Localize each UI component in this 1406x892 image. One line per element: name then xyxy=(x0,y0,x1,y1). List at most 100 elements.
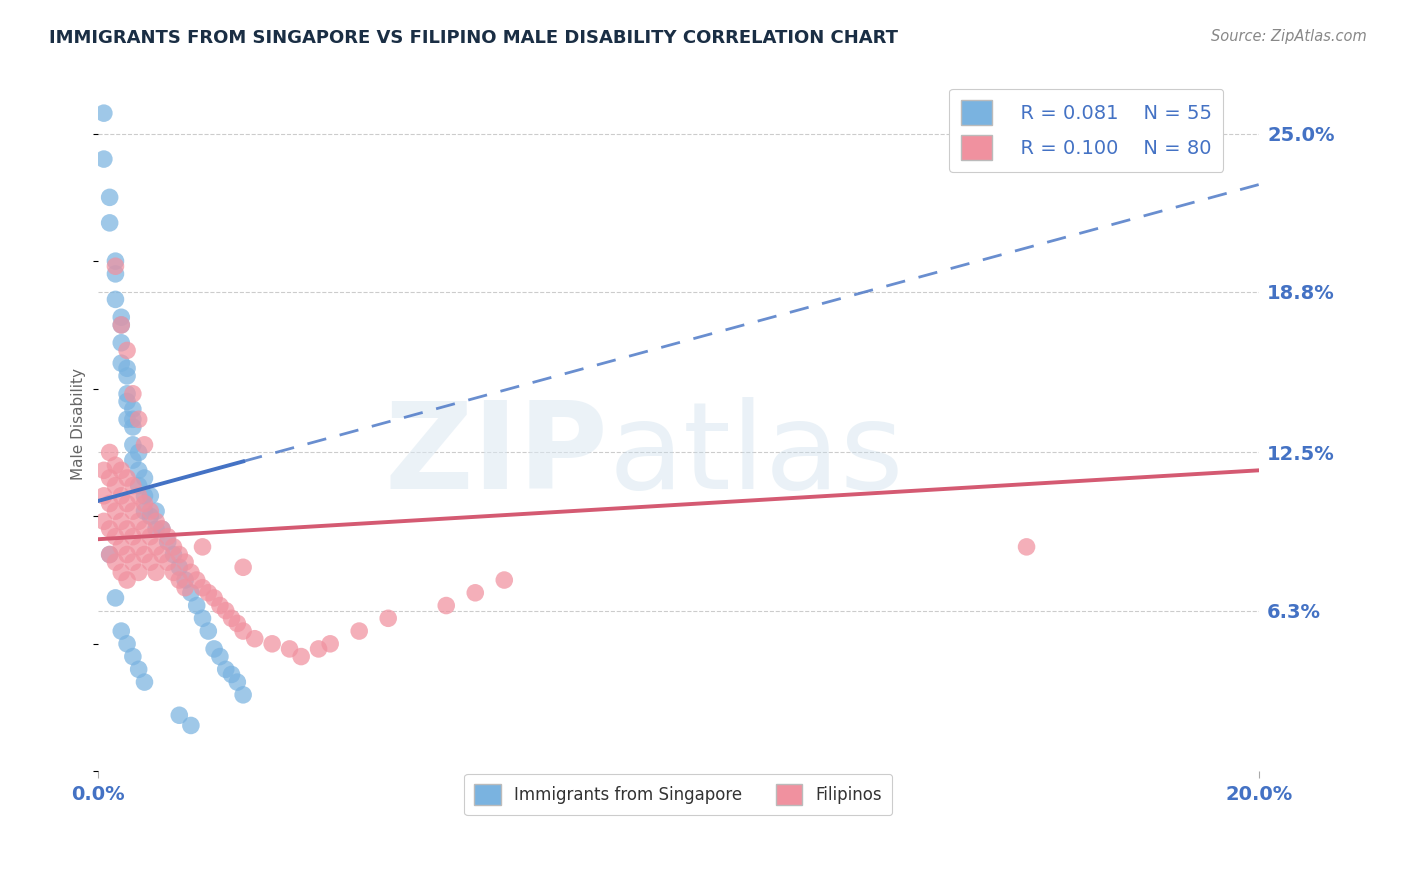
Point xyxy=(191,540,214,554)
Point xyxy=(93,106,115,120)
Point xyxy=(180,718,202,732)
Point xyxy=(93,489,115,503)
Point xyxy=(110,566,132,580)
Point xyxy=(319,637,342,651)
Point xyxy=(202,591,225,605)
Point xyxy=(128,412,150,426)
Point xyxy=(150,522,173,536)
Point xyxy=(104,478,127,492)
Point xyxy=(186,573,208,587)
Point xyxy=(139,509,162,524)
Point xyxy=(134,471,156,485)
Point xyxy=(174,573,197,587)
Point xyxy=(122,555,145,569)
Point xyxy=(174,581,197,595)
Point xyxy=(115,548,138,562)
Point xyxy=(494,573,516,587)
Point xyxy=(186,599,208,613)
Text: IMMIGRANTS FROM SINGAPORE VS FILIPINO MALE DISABILITY CORRELATION CHART: IMMIGRANTS FROM SINGAPORE VS FILIPINO MA… xyxy=(49,29,898,46)
Point xyxy=(98,496,121,510)
Point xyxy=(93,463,115,477)
Point xyxy=(115,361,138,376)
Point xyxy=(110,310,132,325)
Point xyxy=(104,555,127,569)
Point xyxy=(208,599,231,613)
Point xyxy=(122,412,145,426)
Point xyxy=(104,293,127,307)
Point xyxy=(128,445,150,459)
Point xyxy=(128,514,150,528)
Point xyxy=(104,530,127,544)
Point xyxy=(134,675,156,690)
Point xyxy=(134,489,156,503)
Point xyxy=(156,530,179,544)
Point xyxy=(162,548,184,562)
Point xyxy=(98,548,121,562)
Point xyxy=(347,624,370,638)
Point xyxy=(98,471,121,485)
Point xyxy=(104,458,127,473)
Point xyxy=(169,708,191,723)
Point xyxy=(122,402,145,417)
Point xyxy=(115,386,138,401)
Point xyxy=(150,548,173,562)
Point xyxy=(145,514,167,528)
Point xyxy=(115,412,138,426)
Point xyxy=(278,641,301,656)
Point xyxy=(162,540,184,554)
Point xyxy=(110,514,132,528)
Point xyxy=(115,637,138,651)
Point xyxy=(98,190,121,204)
Point xyxy=(128,463,150,477)
Point xyxy=(215,662,238,676)
Point xyxy=(115,573,138,587)
Text: Source: ZipAtlas.com: Source: ZipAtlas.com xyxy=(1211,29,1367,44)
Point xyxy=(145,522,167,536)
Point xyxy=(464,586,486,600)
Point xyxy=(110,540,132,554)
Point xyxy=(122,530,145,544)
Point xyxy=(122,386,145,401)
Point xyxy=(110,489,132,503)
Point xyxy=(115,368,138,383)
Point xyxy=(226,616,249,631)
Point xyxy=(122,453,145,467)
Point xyxy=(139,530,162,544)
Point xyxy=(139,555,162,569)
Point xyxy=(191,581,214,595)
Point xyxy=(208,649,231,664)
Point xyxy=(110,624,132,638)
Point xyxy=(197,586,219,600)
Point xyxy=(221,611,243,625)
Point xyxy=(115,471,138,485)
Point xyxy=(191,611,214,625)
Point xyxy=(145,566,167,580)
Point xyxy=(290,649,312,664)
Point xyxy=(104,504,127,518)
Point xyxy=(128,478,150,492)
Point xyxy=(180,586,202,600)
Point xyxy=(139,504,162,518)
Point xyxy=(232,688,254,702)
Point xyxy=(134,522,156,536)
Point xyxy=(202,641,225,656)
Point xyxy=(115,343,138,358)
Point xyxy=(128,540,150,554)
Point xyxy=(110,463,132,477)
Point xyxy=(134,438,156,452)
Point xyxy=(104,591,127,605)
Point xyxy=(98,522,121,536)
Point xyxy=(169,548,191,562)
Point xyxy=(98,548,121,562)
Point xyxy=(197,624,219,638)
Point xyxy=(221,667,243,681)
Point xyxy=(145,504,167,518)
Point xyxy=(122,420,145,434)
Point xyxy=(139,489,162,503)
Point xyxy=(162,566,184,580)
Point xyxy=(122,438,145,452)
Text: ZIP: ZIP xyxy=(385,397,609,514)
Point xyxy=(115,522,138,536)
Point xyxy=(93,514,115,528)
Point xyxy=(434,599,457,613)
